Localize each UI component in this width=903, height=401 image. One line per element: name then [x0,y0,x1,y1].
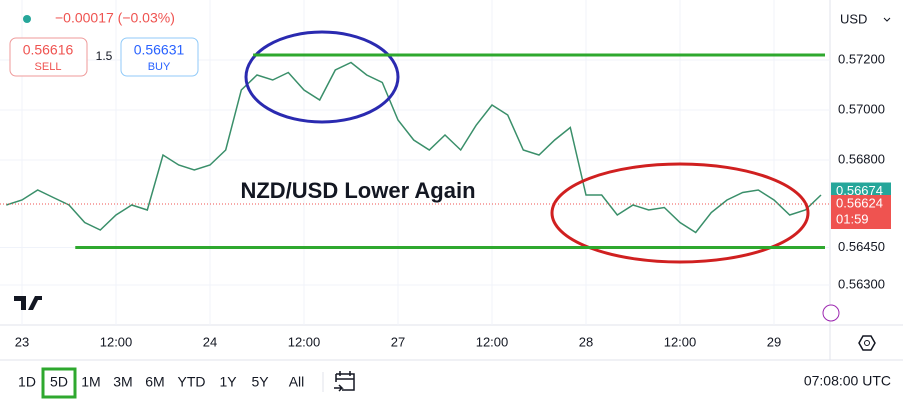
date-range-icon[interactable] [334,371,355,392]
price-badge [831,195,891,229]
range-button[interactable]: 1Y [219,374,237,390]
change: −0.00017 (−0.03%) [55,10,175,26]
x-tick-label: 29 [767,334,781,349]
currency[interactable]: USD [840,11,867,26]
y-tick-label: 0.56300 [838,276,885,291]
sell-price[interactable]: 0.56616 [23,42,74,58]
dropdown-icon[interactable] [883,17,891,22]
range-button[interactable]: All [289,374,305,390]
buy-button[interactable] [120,37,199,77]
highlight-ellipse [244,30,400,124]
range-button[interactable]: 3M [113,374,132,390]
range-selected[interactable] [41,367,77,399]
x-tick-label: 24 [203,334,217,349]
x-tick-label: 27 [391,334,405,349]
settings-icon[interactable] [858,335,876,351]
y-tick-label: 0.57000 [838,101,885,116]
y-tick-label: 0.56450 [838,239,885,254]
range-button[interactable]: 5Y [251,374,269,390]
buy-label[interactable]: BUY [148,61,171,73]
x-tick-label: 28 [579,334,593,349]
range-button[interactable]: 1D [18,374,36,390]
price-badge-label: 0.56624 [836,195,883,210]
x-tick-label: 12:00 [476,334,509,349]
x-tick-label: 12:00 [100,334,133,349]
range-button[interactable]: 6M [145,374,164,390]
range-button[interactable]: 5D [50,374,68,390]
event-marker[interactable] [822,304,840,322]
price-badge-label: 0.56674 [836,183,883,198]
spread: 1.5 [96,49,113,63]
x-tick-label: 12:00 [288,334,321,349]
clock: 07:08:00 UTC [804,373,891,389]
y-tick-label: 0.56800 [838,151,885,166]
logo [14,296,42,310]
price-line [6,61,822,234]
sell-label[interactable]: SELL [35,61,62,73]
y-tick-label: 0.57200 [838,51,885,66]
annotation: NZD/USD Lower Again [240,178,475,203]
settings-icon[interactable] [864,340,870,346]
range-button[interactable]: YTD [178,374,206,390]
x-tick-label: 23 [15,334,29,349]
range-button[interactable]: 1M [81,374,100,390]
status-dot [23,15,31,23]
x-tick-label: 12:00 [664,334,697,349]
countdown: 01:59 [836,211,869,226]
highlight-ellipse [550,162,810,264]
buy-price[interactable]: 0.56631 [134,42,185,58]
sell-button[interactable] [9,37,88,77]
